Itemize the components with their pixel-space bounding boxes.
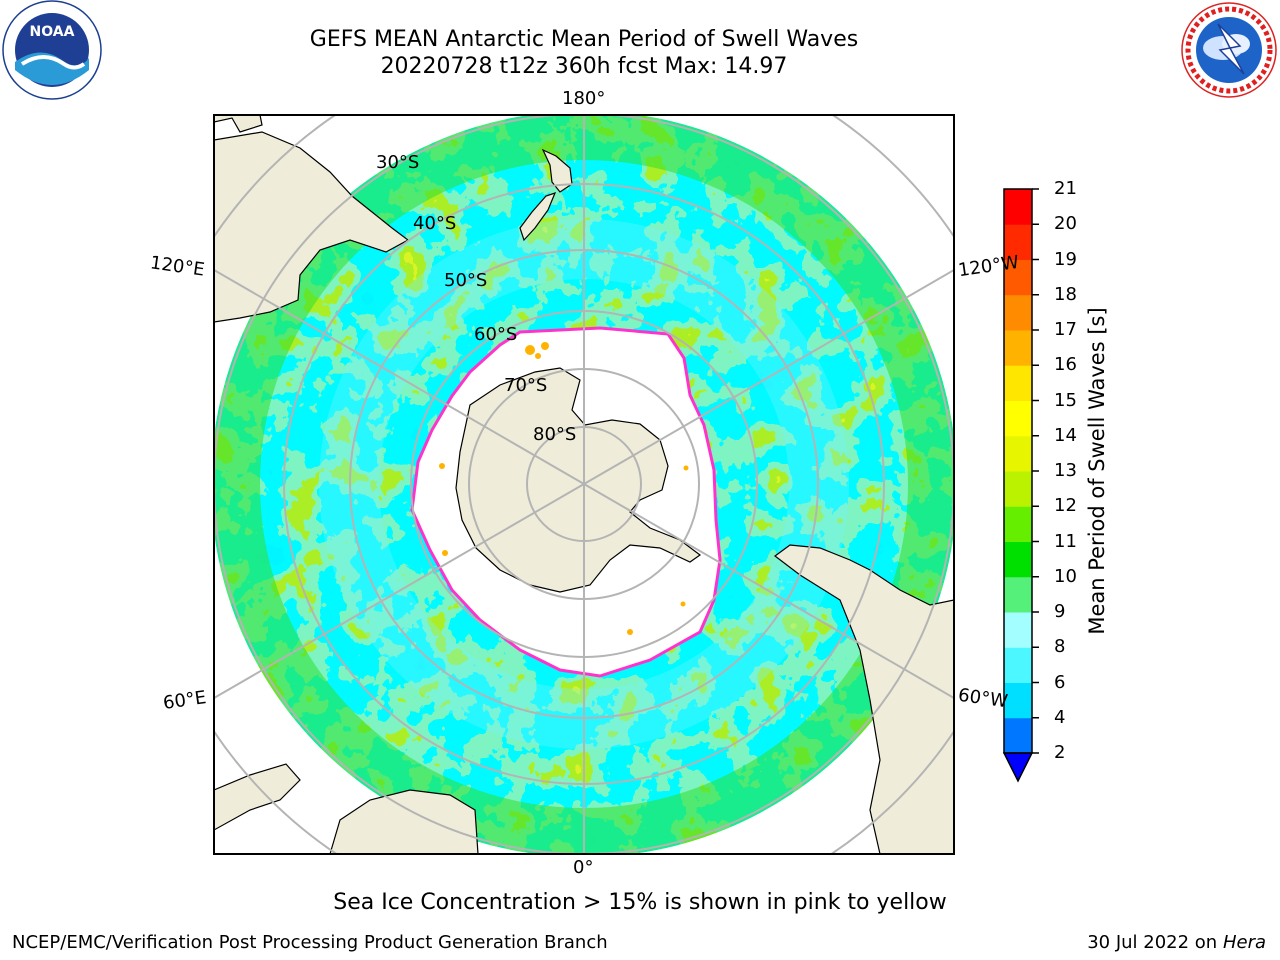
colorbar-swatch bbox=[1004, 294, 1032, 331]
map-frame bbox=[213, 114, 955, 855]
noaa-logo-text: NOAA bbox=[30, 24, 75, 40]
credit-host: Hera bbox=[1222, 932, 1266, 953]
lat-label-50: 50°S bbox=[444, 270, 488, 291]
colorbar-swatch bbox=[1004, 717, 1032, 754]
colorbar-swatch bbox=[1004, 541, 1032, 578]
colorbar-tick-label: 20 bbox=[1054, 213, 1077, 235]
colorbar-swatch bbox=[1004, 647, 1032, 683]
colorbar-tick-label: 18 bbox=[1054, 283, 1077, 305]
colorbar-label: Mean Period of Swell Waves [s] bbox=[1085, 307, 1109, 635]
colorbar-swatch bbox=[1004, 682, 1032, 719]
colorbar-tick-label: 6 bbox=[1054, 671, 1066, 693]
colorbar-swatch bbox=[1004, 189, 1032, 225]
lat-label-60: 60°S bbox=[474, 324, 518, 345]
credit-left: NCEP/EMC/Verification Post Processing Pr… bbox=[12, 932, 608, 953]
graticule bbox=[214, 115, 954, 854]
lat-label-80: 80°S bbox=[533, 424, 577, 445]
colorbar-swatch bbox=[1004, 435, 1032, 472]
colorbar-tick-label: 15 bbox=[1054, 389, 1077, 411]
land-africa bbox=[214, 763, 479, 854]
colorbar-tick-label: 2 bbox=[1054, 742, 1066, 763]
colorbar-tick-label: 11 bbox=[1054, 530, 1077, 552]
chart-subtitle: 20220728 t12z 360h fcst Max: 14.97 bbox=[380, 54, 788, 79]
lat-label-30: 30°S bbox=[376, 152, 420, 173]
credit-right: 30 Jul 2022 on Hera bbox=[1087, 932, 1266, 953]
ice-edge-accents bbox=[439, 342, 689, 635]
lat-label-70: 70°S bbox=[504, 375, 548, 396]
colorbar-swatch bbox=[1004, 330, 1032, 366]
land-australia bbox=[214, 115, 410, 323]
colorbar-tick-label: 13 bbox=[1054, 460, 1077, 481]
credit-date: 30 Jul 2022 on bbox=[1087, 932, 1223, 953]
nws-logo-icon bbox=[1181, 2, 1277, 98]
colorbar-tick-label: 17 bbox=[1054, 319, 1077, 340]
colorbar-swatch bbox=[1004, 506, 1032, 542]
land-new-zealand bbox=[519, 148, 573, 242]
colorbar-tick-label: 8 bbox=[1054, 636, 1066, 658]
colorbar-tick-label: 16 bbox=[1054, 354, 1077, 376]
colorbar-swatch bbox=[1004, 612, 1032, 648]
colorbar-tick-label: 10 bbox=[1054, 565, 1077, 587]
colorbar-tick-label: 14 bbox=[1054, 424, 1077, 446]
chart-title: GEFS MEAN Antarctic Mean Period of Swell… bbox=[309, 27, 859, 52]
colorbar-extend-arrow bbox=[1002, 752, 1034, 783]
lon-label-bottom: 0° bbox=[573, 857, 594, 878]
colorbar-tick-label: 19 bbox=[1054, 248, 1077, 270]
colorbar-swatch bbox=[1004, 259, 1032, 296]
colorbar-tick-label: 21 bbox=[1054, 178, 1077, 199]
colorbar-tick-label: 9 bbox=[1054, 601, 1066, 622]
colorbar-swatch bbox=[1004, 400, 1032, 437]
colorbar-tick-label: 12 bbox=[1054, 495, 1077, 517]
colorbar-swatch bbox=[1004, 471, 1032, 507]
colorbar-swatch bbox=[1004, 224, 1032, 260]
lat-label-40: 40°S bbox=[413, 213, 457, 234]
colorbar bbox=[1002, 188, 1039, 783]
lon-label-top: 180° bbox=[562, 88, 606, 109]
noaa-logo-icon: NOAA bbox=[2, 0, 102, 100]
colorbar-swatch bbox=[1004, 365, 1032, 401]
colorbar-swatch bbox=[1004, 576, 1032, 613]
colorbar-tick-label: 4 bbox=[1054, 706, 1066, 728]
sea-ice-note: Sea Ice Concentration > 15% is shown in … bbox=[333, 890, 947, 915]
